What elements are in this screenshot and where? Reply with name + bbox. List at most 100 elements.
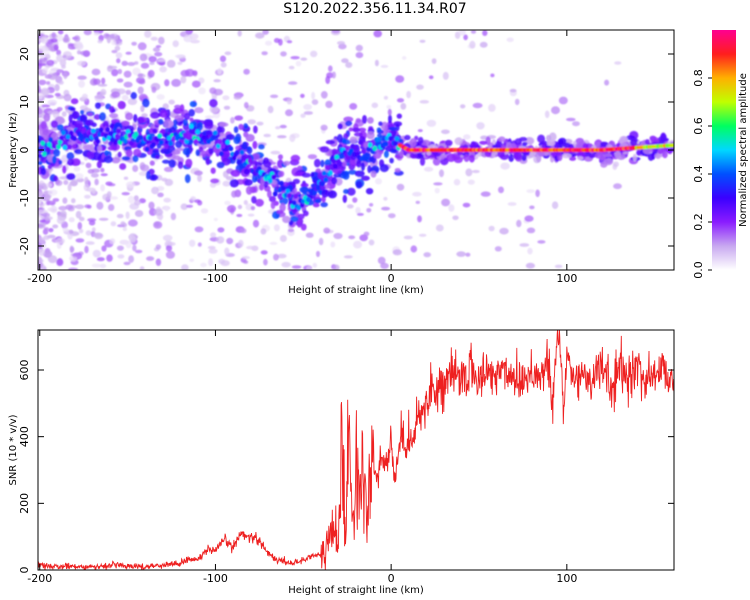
- heatmap-cell: [107, 65, 113, 72]
- heatmap-cell: [506, 37, 514, 43]
- heatmap-cell: [58, 205, 68, 211]
- heatmap-cell: [352, 197, 358, 203]
- heatmap-cell: [139, 53, 148, 62]
- heatmap-cell: [636, 150, 642, 156]
- heatmap-cell: [213, 79, 221, 83]
- heatmap-cell: [105, 127, 110, 133]
- heatmap-cell: [355, 44, 363, 52]
- heatmap-cell: [647, 153, 654, 161]
- heatmap-cell: [243, 168, 250, 175]
- heatmap-cell: [189, 101, 197, 108]
- heatmap-cell: [72, 135, 77, 142]
- heatmap-cell: [576, 156, 584, 161]
- heatmap-cell: [432, 158, 441, 166]
- heatmap-cell: [332, 163, 338, 169]
- heatmap-cell: [345, 62, 353, 68]
- heatmap-cell: [417, 136, 424, 145]
- heatmap-cell: [392, 249, 402, 256]
- heatmap-cell: [40, 120, 48, 130]
- x-tick-label: -200: [27, 572, 52, 585]
- heatmap-cell: [325, 100, 333, 109]
- heatmap-cell: [348, 127, 354, 132]
- heatmap-cell: [96, 257, 105, 262]
- heatmap-cell: [45, 182, 53, 188]
- heatmap-cell: [101, 77, 106, 85]
- heatmap-cell: [409, 138, 417, 147]
- heatmap-cell: [180, 69, 190, 77]
- heatmap-cell: [419, 157, 426, 166]
- heatmap-cell: [412, 191, 422, 197]
- heatmap-cell: [228, 146, 234, 152]
- heatmap-cell: [85, 119, 94, 127]
- heatmap-cell: [514, 138, 522, 146]
- heatmap-cell: [91, 68, 101, 76]
- heatmap-cell: [660, 133, 667, 142]
- heatmap-cell: [355, 181, 363, 189]
- heatmap-cell: [121, 94, 129, 101]
- heatmap-cell: [56, 144, 61, 150]
- heatmap-cell: [175, 140, 183, 149]
- heatmap-cell: [270, 201, 276, 210]
- heatmap-cell: [58, 80, 64, 85]
- heatmap-cell: [210, 232, 217, 238]
- heatmap-cell: [125, 51, 132, 55]
- heatmap-cell: [295, 60, 302, 67]
- heatmap-cell: [657, 148, 664, 155]
- heatmap-cell: [352, 127, 361, 133]
- heatmap-cell: [368, 239, 375, 246]
- heatmap-cell: [320, 124, 328, 131]
- heatmap-cell: [97, 39, 103, 44]
- heatmap-cell: [301, 172, 311, 178]
- heatmap-cell: [644, 139, 650, 145]
- heatmap-cell: [183, 34, 193, 43]
- heatmap-cell: [444, 139, 453, 147]
- heatmap-cell: [331, 158, 337, 164]
- heatmap-cell: [311, 99, 319, 105]
- heatmap-cell: [219, 151, 224, 157]
- y-tick-label: 10: [18, 95, 31, 109]
- heatmap-cell: [38, 200, 42, 205]
- heatmap-cell: [90, 143, 95, 152]
- heatmap-cell: [453, 156, 463, 164]
- heatmap-cell: [613, 183, 622, 190]
- heatmap-cell: [361, 148, 367, 154]
- heatmap-cell: [286, 40, 293, 44]
- heatmap-cell: [614, 61, 622, 65]
- heatmap-cell: [73, 166, 81, 172]
- heatmap-cell: [57, 139, 63, 145]
- heatmap-cell: [173, 119, 178, 126]
- heatmap-cell: [224, 247, 230, 256]
- heatmap-cell: [198, 87, 206, 95]
- heatmap-cell: [237, 204, 243, 210]
- heatmap-cell: [201, 150, 207, 158]
- heatmap-cell: [58, 160, 63, 165]
- heatmap-cell: [267, 105, 274, 114]
- heatmap-cell: [164, 206, 169, 212]
- heatmap-cell: [184, 138, 190, 144]
- heatmap-cell: [139, 266, 145, 270]
- heatmap-cell: [197, 242, 202, 247]
- heatmap-cell: [613, 161, 619, 167]
- heatmap-cell: [498, 136, 506, 142]
- heatmap-cell: [43, 227, 49, 231]
- x-tick-label: -200: [27, 272, 52, 285]
- heatmap-cell: [347, 187, 356, 196]
- heatmap-cell: [177, 61, 183, 65]
- heatmap-cell: [355, 207, 361, 215]
- heatmap-cell: [197, 174, 202, 183]
- heatmap-cell: [61, 111, 67, 117]
- heatmap-cell: [306, 266, 312, 270]
- heatmap-cell: [258, 183, 264, 191]
- heatmap-cell: [117, 100, 126, 110]
- heatmap-cell: [379, 164, 389, 173]
- heatmap-cell: [43, 113, 51, 122]
- heatmap-cell: [197, 200, 203, 206]
- heatmap-cell: [144, 30, 152, 38]
- heatmap-cell: [109, 106, 115, 114]
- heatmap-cell: [48, 228, 54, 233]
- heatmap-cell: [291, 200, 297, 206]
- heatmap-cell: [81, 93, 88, 100]
- heatmap-cell: [174, 54, 184, 58]
- heatmap-cell: [130, 92, 137, 100]
